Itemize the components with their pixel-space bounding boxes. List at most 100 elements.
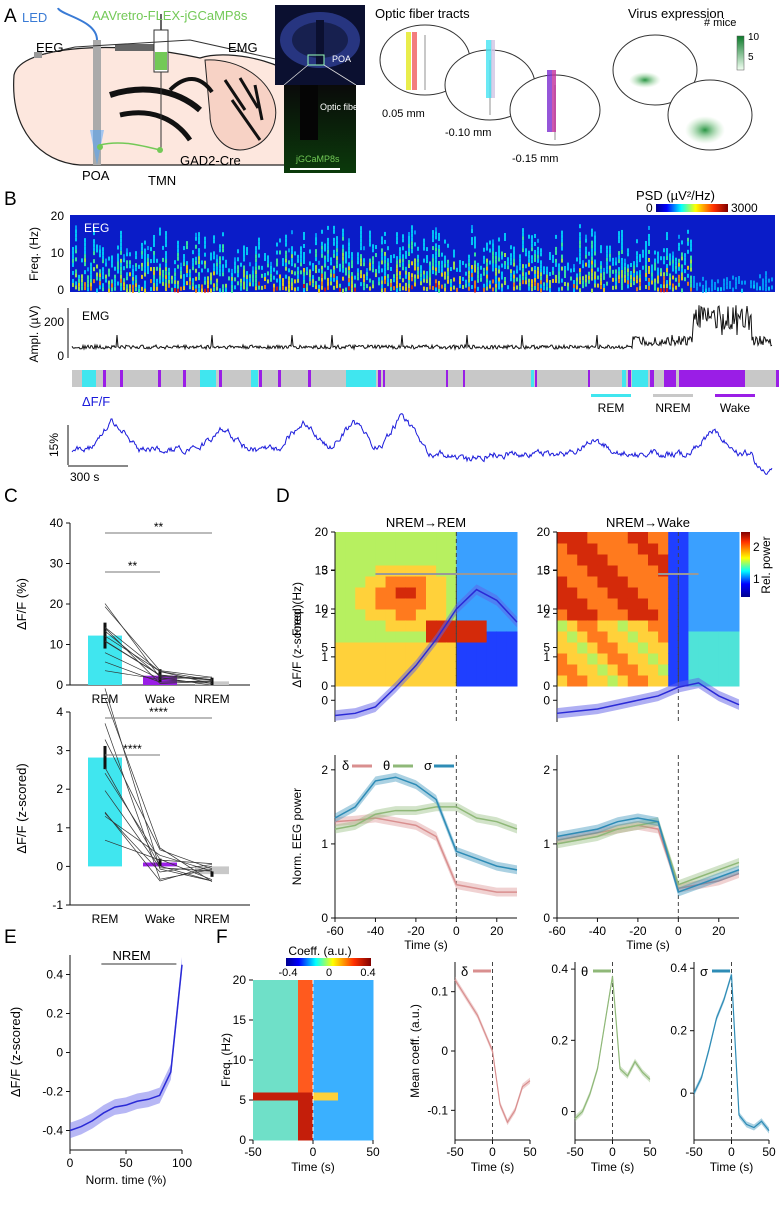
spectrogram-cell [696,286,698,291]
spectrogram-cell [210,288,212,293]
heatmap-cell [597,631,609,643]
heatmap-cell [627,631,639,643]
spectrogram-cell [114,282,116,287]
spectrogram-cell [444,239,446,244]
heatmap-cell [328,1044,334,1053]
heatmap-cell [466,576,478,588]
category-label: Wake [145,912,176,926]
spectrogram-cell [639,278,641,283]
heatmap-cell [365,609,376,621]
heatmap-cell [496,653,508,665]
spectrogram-cell [561,258,563,263]
spectrogram-cell [72,278,74,283]
spectrogram-cell [579,268,581,273]
heatmap-cell [728,532,740,544]
spectrogram-cell [660,256,662,261]
heatmap-cell [268,1028,274,1037]
x-tick-label: -60 [548,924,566,938]
spectrogram-cell [75,257,77,262]
heatmap-cell [268,1116,274,1125]
heatmap-cell [278,1076,284,1085]
spectrogram-cell [621,229,623,234]
spectrogram-cell [588,259,590,264]
heatmap-cell [273,1060,279,1069]
heatmap-cell [688,609,700,621]
heatmap-cell [258,1068,264,1077]
spectrogram-cell [72,246,74,251]
spectrogram-cell [540,264,542,269]
spectrogram-cell [216,282,218,287]
spectrogram-cell [426,247,428,252]
heatmap-cell [273,1124,279,1133]
heatmap-cell [466,565,478,577]
spectrogram-cell [360,262,362,267]
heatmap-cell [348,1092,354,1101]
heatmap-cell [698,642,710,654]
band-label: δ [342,758,349,773]
spectrogram-cell [72,270,74,275]
heatmap-cell [278,1012,284,1021]
heatmap-cell [466,543,478,555]
spectrogram-cell [162,269,164,274]
spectrogram-cell [360,246,362,251]
spectrogram-cell [612,277,614,282]
spectrogram-cell [555,278,557,283]
spectrogram-cell [153,282,155,287]
heatmap-cell [577,675,588,687]
heatmap-cell [607,609,619,621]
y-axis-label: Norm. EEG power [290,788,304,885]
heatmap-cell [446,675,457,687]
heatmap-cell [728,664,740,676]
spectrogram-cell [537,250,539,255]
spectrogram-cell [213,251,215,256]
spectrogram-cell [390,258,392,263]
heatmap-cell [395,631,407,643]
heatmap-cell [557,587,568,599]
heatmap-cell [293,988,299,997]
panel-d-label: D [276,486,290,507]
spectrogram-cell [102,247,104,252]
heatmap-cell [298,1132,304,1141]
spectrogram-cell [432,270,434,275]
heatmap-cell [368,988,374,997]
spectrogram-cell [342,264,344,269]
spectrogram-cell [246,275,248,280]
spec-freq-axis-label: Freq. (Hz) [27,227,41,281]
spectrogram-cell [723,286,725,291]
heatmap-cell [335,532,346,544]
spectrogram-cell [282,262,284,267]
spectrogram-cell [294,251,296,256]
heatmap-cell [253,988,259,997]
spectrogram-cell [696,282,698,287]
heatmap-cell [253,1060,259,1069]
spectrogram-cell [453,277,455,282]
heatmap-cell [385,675,397,687]
spectrogram-cell [150,267,152,272]
heatmap-cell [323,1036,329,1045]
heatmap-cell [313,1132,319,1141]
spectrogram-cell [690,267,692,272]
band-sem [335,813,517,897]
spectrogram-cell [537,286,539,291]
spectrogram-cell [717,279,719,284]
heatmap-cell [436,620,447,632]
heatmap-cell [587,675,598,687]
heatmap-cell [288,1028,294,1037]
heatmap-cell [333,1060,339,1069]
spectrogram-cell [600,245,602,250]
spectrogram-cell [618,259,620,264]
spectrogram-cell [366,276,368,281]
bar-rem [88,757,122,867]
spectrogram-cell [672,275,674,280]
spectrogram-cell [228,276,230,281]
heatmap-cell [298,1116,304,1125]
spectrogram-cell [705,284,707,289]
y-tick-label: 0 [239,1133,246,1147]
spectrogram-cell [738,279,740,284]
heatmap-cell [466,554,478,566]
mice-tick-5: 5 [748,52,754,63]
spectrogram-cell [75,285,77,290]
spectrogram-cell [225,283,227,288]
optic-fiber [93,40,101,165]
